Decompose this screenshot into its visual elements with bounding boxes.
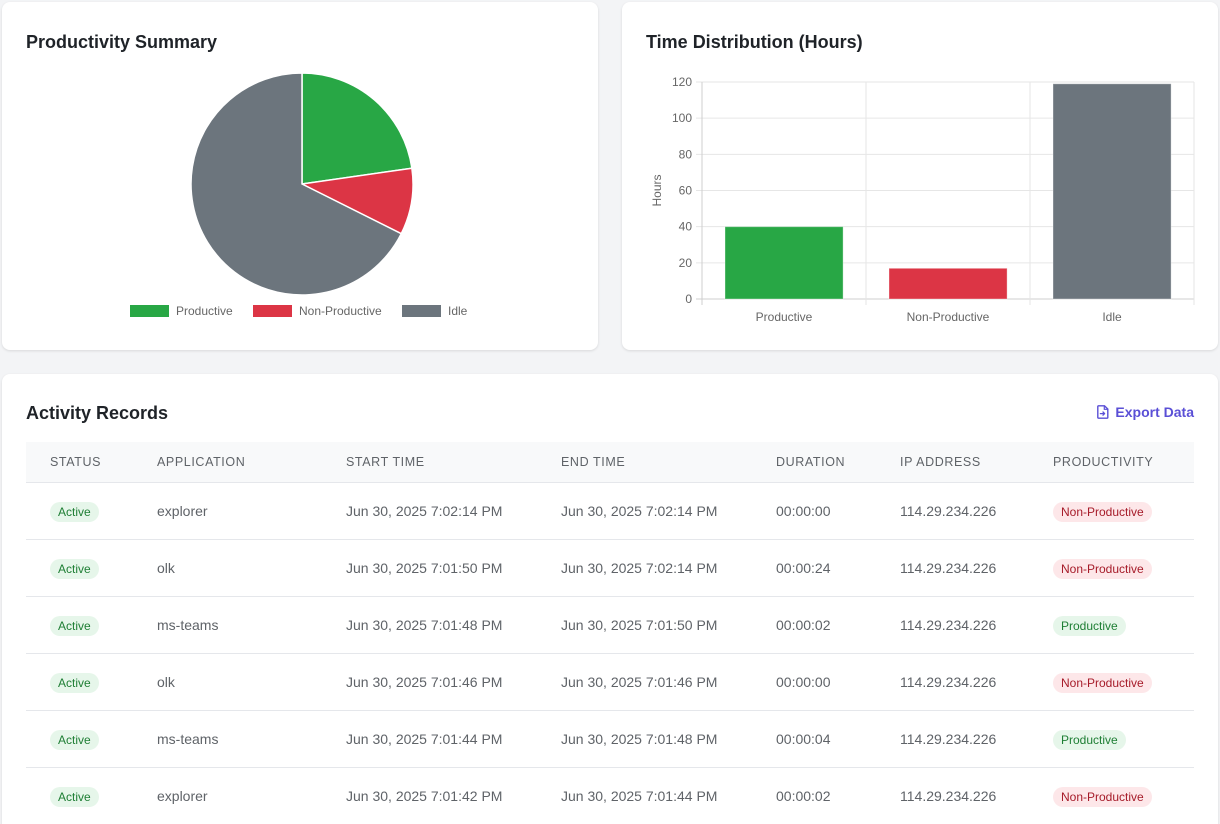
bar-non-productive[interactable] <box>888 267 1008 300</box>
activity-records-table: STATUS APPLICATION START TIME END TIME D… <box>26 442 1194 824</box>
application-cell: explorer <box>133 482 322 540</box>
column-header-application[interactable]: APPLICATION <box>133 442 322 483</box>
activity-records-title: Activity Records <box>26 403 169 423</box>
x-tick-label-productive: Productive <box>756 310 813 324</box>
ip-address-cell: 114.29.234.226 <box>876 596 1029 654</box>
start-time-cell: Jun 30, 2025 7:01:50 PM <box>322 539 537 597</box>
legend-label-non-productive[interactable]: Non-Productive <box>299 304 382 318</box>
productivity-badge: Productive <box>1053 615 1126 636</box>
status-badge: Active <box>50 786 99 807</box>
table-row[interactable]: Active explorer Jun 30, 2025 7:01:42 PM … <box>26 767 1194 824</box>
time-distribution-card: Time Distribution (Hours) 0 20 40 60 80 100 12… <box>622 2 1218 350</box>
status-badge: Active <box>50 558 99 579</box>
ip-address-cell: 114.29.234.226 <box>876 710 1029 768</box>
duration-cell: 00:00:02 <box>752 596 876 654</box>
application-cell: explorer <box>133 767 322 824</box>
ip-address-cell: 114.29.234.226 <box>876 653 1029 711</box>
productivity-badge: Productive <box>1053 729 1126 750</box>
table-row[interactable]: Active ms-teams Jun 30, 2025 7:01:48 PM … <box>26 596 1194 654</box>
duration-cell: 00:00:24 <box>752 539 876 597</box>
end-time-cell: Jun 30, 2025 7:01:44 PM <box>537 767 752 824</box>
bar-idle[interactable] <box>1052 83 1172 300</box>
table-row[interactable]: Active explorer Jun 30, 2025 7:02:14 PM … <box>26 482 1194 540</box>
end-time-cell: Jun 30, 2025 7:01:46 PM <box>537 653 752 711</box>
legend-label-productive[interactable]: Productive <box>176 304 233 318</box>
activity-records-card: Activity Records Export Data STATUS APPL… <box>2 374 1218 824</box>
y-tick-label: 0 <box>685 292 692 306</box>
table-row[interactable]: Active olk Jun 30, 2025 7:01:46 PM Jun 3… <box>26 653 1194 711</box>
status-badge: Active <box>50 729 99 750</box>
productivity-badge: Non-Productive <box>1053 786 1152 807</box>
start-time-cell: Jun 30, 2025 7:01:42 PM <box>322 767 537 824</box>
ip-address-cell: 114.29.234.226 <box>876 482 1029 540</box>
pie-slice-productive[interactable] <box>301 72 413 185</box>
productivity-badge: Non-Productive <box>1053 501 1152 522</box>
x-tick-label-non-productive: Non-Productive <box>907 310 990 324</box>
productivity-summary-card: Productivity Summary Productive Non-Produ… <box>2 2 598 350</box>
file-export-icon <box>1097 405 1109 419</box>
duration-cell: 00:00:02 <box>752 767 876 824</box>
application-cell: olk <box>133 653 322 711</box>
table-row[interactable]: Active olk Jun 30, 2025 7:01:50 PM Jun 3… <box>26 539 1194 597</box>
table-row[interactable]: Active ms-teams Jun 30, 2025 7:01:44 PM … <box>26 710 1194 768</box>
status-badge: Active <box>50 501 99 522</box>
legend-swatch-productive[interactable] <box>130 305 169 317</box>
column-header-productivity[interactable]: PRODUCTIVITY <box>1029 442 1194 483</box>
export-data-label: Export Data <box>1115 404 1194 420</box>
table-header-row: STATUS APPLICATION START TIME END TIME D… <box>26 442 1194 483</box>
y-axis-label: Hours <box>650 174 664 206</box>
status-badge: Active <box>50 615 99 636</box>
column-header-start-time[interactable]: START TIME <box>322 442 537 483</box>
column-header-duration[interactable]: DURATION <box>752 442 876 483</box>
duration-cell: 00:00:04 <box>752 710 876 768</box>
column-header-ip-address[interactable]: IP ADDRESS <box>876 442 1029 483</box>
end-time-cell: Jun 30, 2025 7:01:48 PM <box>537 710 752 768</box>
ip-address-cell: 114.29.234.226 <box>876 767 1029 824</box>
end-time-cell: Jun 30, 2025 7:01:50 PM <box>537 596 752 654</box>
x-tick-label-idle: Idle <box>1102 310 1122 324</box>
application-cell: ms-teams <box>133 710 322 768</box>
y-tick-label: 20 <box>679 256 693 270</box>
y-tick-label: 40 <box>679 220 693 234</box>
start-time-cell: Jun 30, 2025 7:02:14 PM <box>322 482 537 540</box>
time-distribution-title: Time Distribution (Hours) <box>646 32 863 52</box>
end-time-cell: Jun 30, 2025 7:02:14 PM <box>537 482 752 540</box>
ip-address-cell: 114.29.234.226 <box>876 539 1029 597</box>
y-tick-label: 120 <box>672 75 692 89</box>
productivity-badge: Non-Productive <box>1053 672 1152 693</box>
productivity-badge: Non-Productive <box>1053 558 1152 579</box>
productivity-summary-title: Productivity Summary <box>26 32 218 52</box>
application-cell: ms-teams <box>133 596 322 654</box>
legend-swatch-idle[interactable] <box>402 305 441 317</box>
duration-cell: 00:00:00 <box>752 482 876 540</box>
legend-swatch-non-productive[interactable] <box>253 305 292 317</box>
start-time-cell: Jun 30, 2025 7:01:44 PM <box>322 710 537 768</box>
end-time-cell: Jun 30, 2025 7:02:14 PM <box>537 539 752 597</box>
column-header-end-time[interactable]: END TIME <box>537 442 752 483</box>
productivity-pie-chart: Productive Non-Productive Idle <box>130 72 468 318</box>
start-time-cell: Jun 30, 2025 7:01:46 PM <box>322 653 537 711</box>
y-tick-label: 80 <box>679 147 693 161</box>
column-header-status[interactable]: STATUS <box>26 442 133 483</box>
legend-label-idle[interactable]: Idle <box>448 304 468 318</box>
export-data-button[interactable]: Export Data <box>1097 404 1194 420</box>
bar-productive[interactable] <box>724 226 844 300</box>
start-time-cell: Jun 30, 2025 7:01:48 PM <box>322 596 537 654</box>
y-tick-label: 60 <box>679 184 693 198</box>
time-distribution-bar-chart: 0 20 40 60 80 100 120 Productive Non-Productive I… <box>650 75 1195 324</box>
y-tick-label: 100 <box>672 111 692 125</box>
application-cell: olk <box>133 539 322 597</box>
status-badge: Active <box>50 672 99 693</box>
pie-slice-idle[interactable] <box>190 72 403 296</box>
duration-cell: 00:00:00 <box>752 653 876 711</box>
